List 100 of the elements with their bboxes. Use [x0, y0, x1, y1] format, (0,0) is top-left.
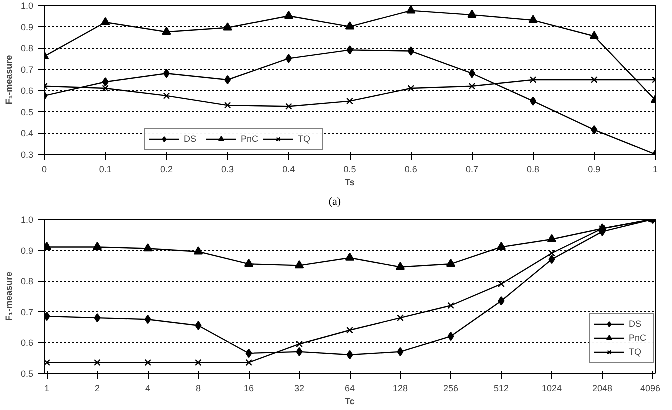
- point: [548, 254, 556, 264]
- point: [345, 252, 355, 261]
- x-tick-label: 16: [244, 384, 254, 394]
- x-tick-label: 0.9: [588, 164, 601, 174]
- y-axis-title: F₁-measure: [4, 55, 14, 105]
- x-tick-label: 2: [95, 384, 100, 394]
- x-tick-label: 1024: [542, 384, 562, 394]
- point: [284, 10, 294, 20]
- point: [548, 250, 556, 257]
- point: [498, 280, 505, 288]
- x-tick-label: 128: [392, 384, 408, 394]
- point: [468, 69, 476, 78]
- legend-label: PnC: [241, 133, 260, 145]
- x-tick-label: 1: [44, 384, 50, 394]
- point: [101, 17, 110, 26]
- point: [94, 359, 101, 366]
- y-tick-label: 1.0: [20, 1, 34, 11]
- y-tick-label: 0.7: [20, 64, 34, 75]
- point: [448, 332, 454, 342]
- legend-label: DS: [184, 133, 198, 145]
- x-tick-label: 0.3: [222, 164, 234, 174]
- x-tick-label: 0: [42, 164, 48, 174]
- y-tick-label: 0.8: [20, 44, 34, 54]
- point: [102, 78, 109, 87]
- x-tick-label: 8: [196, 384, 202, 394]
- point: [468, 82, 476, 90]
- point: [286, 54, 292, 64]
- point: [244, 258, 254, 268]
- legend-label: DS: [629, 318, 643, 330]
- point: [296, 340, 303, 348]
- point: [195, 359, 202, 366]
- legend-label: TQ: [629, 346, 642, 358]
- point: [530, 96, 537, 106]
- x-axis-title: Ts: [345, 178, 355, 188]
- y-tick-label: 0.3: [20, 150, 34, 160]
- x-axis-title: Tc: [345, 396, 355, 406]
- point: [163, 69, 170, 78]
- point: [446, 258, 456, 268]
- point: [102, 85, 110, 92]
- point: [408, 85, 415, 92]
- point: [590, 76, 598, 84]
- point: [94, 313, 101, 323]
- x-tick-label: 4096: [640, 384, 661, 394]
- point: [144, 359, 152, 366]
- x-tick-label: 0.2: [160, 164, 173, 174]
- point: [296, 347, 303, 357]
- point: [144, 315, 152, 324]
- point: [346, 46, 354, 55]
- x-tick-label: 512: [494, 384, 510, 394]
- point: [162, 26, 172, 36]
- x-tick-label: 2048: [592, 384, 612, 394]
- x-tick-label: 4: [146, 384, 151, 394]
- point: [285, 103, 292, 110]
- y-tick-label: 0.9: [20, 246, 34, 256]
- y-tick-label: 1.0: [20, 215, 34, 225]
- x-tick-label: 0.4: [282, 164, 296, 174]
- point: [448, 302, 454, 310]
- x-tick-label: 0.5: [344, 164, 356, 174]
- y-tick-label: 0.6: [20, 338, 34, 348]
- point: [163, 92, 170, 100]
- point: [547, 234, 557, 242]
- point: [44, 359, 50, 366]
- x-tick-label: 0.8: [527, 164, 540, 174]
- x-tick-label: 0.1: [99, 164, 112, 174]
- text: (a): [328, 195, 342, 210]
- legend-label: PnC: [629, 332, 648, 344]
- y-tick-label: 0.7: [20, 307, 34, 318]
- point: [224, 75, 232, 85]
- x-tick-label: 0.7: [466, 164, 478, 174]
- point: [194, 246, 204, 255]
- legend-label: TQ: [298, 133, 312, 145]
- point: [143, 244, 153, 252]
- point: [346, 326, 354, 334]
- point: [530, 76, 537, 84]
- point: [397, 314, 404, 322]
- point: [396, 262, 406, 270]
- point: [590, 31, 599, 40]
- y-tick-label: 0.9: [20, 22, 34, 32]
- y-tick-label: 0.8: [20, 276, 34, 287]
- point: [408, 46, 414, 56]
- point: [591, 125, 598, 135]
- point: [468, 10, 477, 18]
- point: [224, 102, 232, 109]
- point: [246, 348, 252, 358]
- point: [496, 242, 506, 250]
- y-tick-label: 0.4: [20, 128, 34, 139]
- point: [397, 347, 404, 357]
- x-tick-label: 64: [344, 384, 356, 394]
- point: [346, 350, 354, 360]
- y-tick-label: 0.5: [20, 107, 34, 118]
- y-axis-title: F₁-measure: [4, 272, 14, 322]
- point: [528, 15, 538, 24]
- point: [294, 260, 304, 269]
- x-tick-label: 1: [652, 164, 658, 174]
- x-tick-label: 32: [294, 384, 305, 394]
- x-tick-label: 0.6: [404, 164, 418, 174]
- point: [345, 22, 355, 30]
- point: [406, 6, 416, 14]
- point: [498, 296, 505, 306]
- point: [223, 22, 232, 31]
